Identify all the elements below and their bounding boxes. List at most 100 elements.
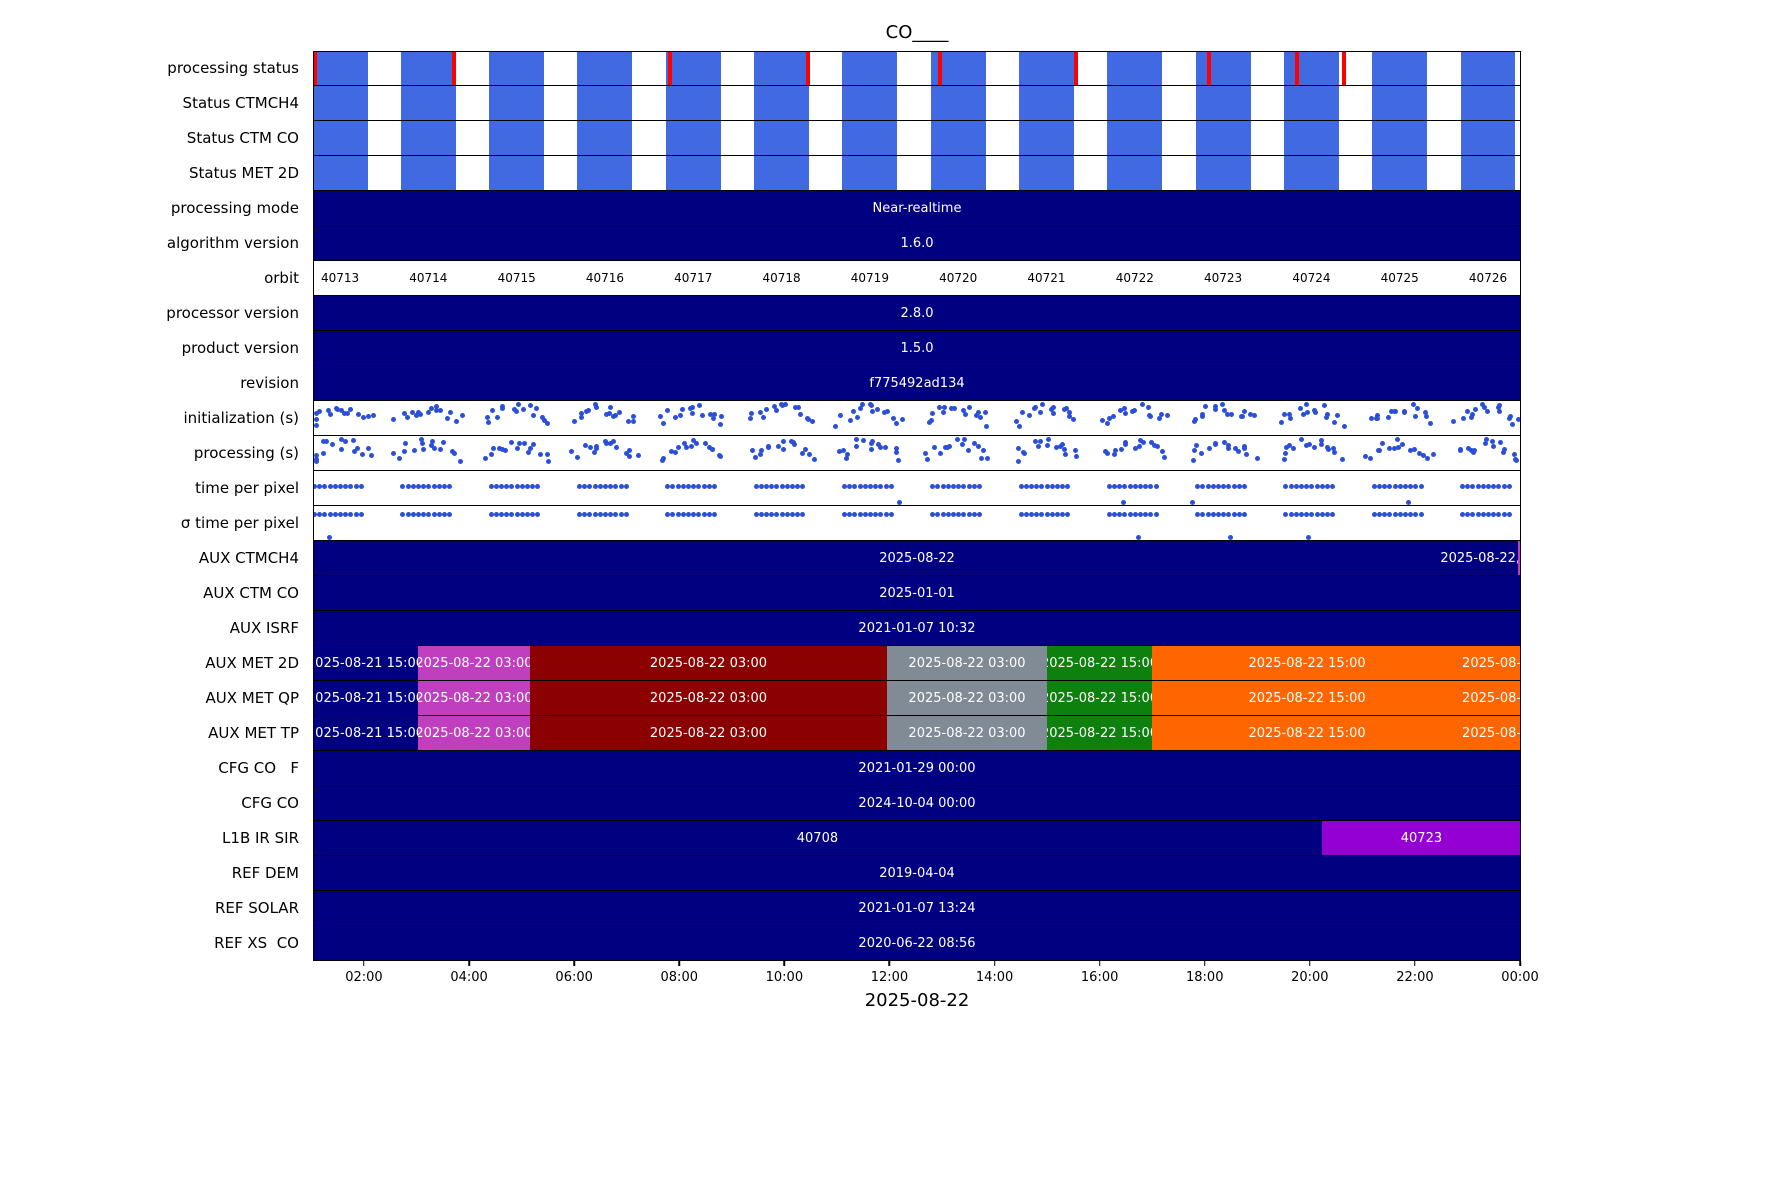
- scatter-dot: [1376, 511, 1382, 517]
- scatter-dot: [1236, 484, 1242, 490]
- scatter-dot: [1231, 511, 1237, 517]
- scatter-dot: [519, 511, 525, 517]
- scatter-dot: [961, 484, 967, 490]
- status-block: [1195, 51, 1251, 85]
- scatter-dot: [1121, 405, 1127, 411]
- scatter-dot: [1290, 445, 1296, 451]
- scatter-dot: [1158, 412, 1164, 418]
- scatter-dot: [1460, 415, 1466, 421]
- status-block: [1372, 86, 1428, 120]
- scatter-dot: [976, 443, 982, 449]
- scatter-dot: [447, 484, 453, 490]
- scatter-dot: [1039, 511, 1045, 517]
- scatter-dot: [862, 484, 868, 490]
- scatter-dot: [444, 416, 450, 422]
- scatter-dot: [1016, 424, 1022, 430]
- scatter-dot: [700, 412, 706, 418]
- scatter-dot: [1491, 511, 1497, 517]
- row-processing-status: [313, 51, 1521, 86]
- scatter-dot: [353, 511, 359, 517]
- scatter-dot: [1157, 415, 1163, 421]
- scatter-dot: [1319, 441, 1325, 447]
- orbit-number: 40720: [939, 271, 978, 285]
- scatter-dot: [1072, 447, 1078, 453]
- scatter-dot: [1309, 511, 1315, 517]
- scatter-dot: [613, 412, 619, 418]
- scatter-dot: [1019, 409, 1025, 415]
- scatter-dot: [431, 511, 437, 517]
- status-block: [1372, 156, 1428, 190]
- scatter-dot: [750, 447, 756, 453]
- row-label-processing-s: processing (s): [193, 444, 299, 462]
- scatter-dot: [778, 401, 784, 407]
- scatter-dot: [1411, 402, 1417, 408]
- scatter-dot: [488, 484, 494, 490]
- scatter-dot: [1021, 449, 1027, 455]
- row-status-ctmch4: [313, 86, 1521, 121]
- scatter-dot: [883, 484, 889, 490]
- row-cfg-co: 2024-10-04 00:00: [313, 786, 1521, 821]
- scatter-dot: [486, 419, 492, 425]
- x-tick: [1519, 961, 1521, 966]
- scatter-dot: [1496, 484, 1502, 490]
- scatter-dot: [1226, 442, 1232, 448]
- scatter-dot: [401, 448, 407, 454]
- scatter-dot: [776, 443, 782, 449]
- scatter-dot: [658, 413, 664, 419]
- scatter-dot: [885, 409, 891, 415]
- scatter-dot: [1323, 414, 1329, 420]
- scatter-dot: [1287, 442, 1293, 448]
- scatter-dot: [332, 511, 338, 517]
- scatter-dot: [1122, 511, 1128, 517]
- scatter-dot: [602, 511, 608, 517]
- scatter-dot: [867, 401, 873, 407]
- scatter-dot: [951, 484, 956, 490]
- scatter-dot: [758, 448, 764, 454]
- scatter-dot: [1340, 457, 1346, 463]
- scatter-dot: [1018, 484, 1024, 490]
- scatter-dot: [593, 405, 599, 411]
- scatter-dot: [706, 484, 712, 490]
- status-block: [1460, 121, 1516, 155]
- orbit-number: 40722: [1115, 271, 1154, 285]
- scatter-dot: [1212, 441, 1218, 447]
- scatter-dot: [1215, 484, 1221, 490]
- scatter-dot: [1190, 458, 1196, 464]
- scatter-dot: [772, 404, 778, 410]
- scatter-dot: [1063, 405, 1069, 411]
- scatter-dot: [1132, 511, 1138, 517]
- row-time-per-pixel: [313, 471, 1521, 506]
- scatter-dot: [1149, 439, 1155, 445]
- scatter-dot: [1136, 534, 1142, 540]
- scatter-dot: [1071, 416, 1077, 422]
- scatter-dot: [1132, 484, 1138, 490]
- status-block: [577, 156, 633, 190]
- timeline-segment: 2025-08-22 15:00: [1046, 646, 1153, 680]
- scatter-dot: [1200, 484, 1206, 490]
- timeline-segment: 2025-08-21 15:00: [313, 716, 418, 750]
- scatter-dot: [1418, 511, 1424, 517]
- scatter-dot: [1485, 408, 1491, 414]
- row-label-initialization-s: initialization (s): [183, 409, 299, 427]
- orbit-number: 40715: [497, 271, 536, 285]
- scatter-dot: [350, 437, 356, 443]
- scatter-dot: [1387, 484, 1393, 490]
- scatter-dot: [1321, 402, 1327, 408]
- scatter-dot: [421, 484, 427, 490]
- scatter-dot: [1054, 511, 1060, 517]
- scatter-dot: [774, 484, 780, 490]
- scatter-dot: [575, 455, 581, 461]
- scatter-dot: [1387, 446, 1393, 452]
- scatter-dot: [351, 449, 357, 455]
- status-block: [1283, 156, 1339, 190]
- scatter-dot: [893, 421, 899, 427]
- scatter-dot: [1248, 411, 1254, 417]
- scatter-dot: [857, 405, 863, 411]
- x-tick-label: 04:00: [450, 970, 488, 985]
- status-block: [313, 86, 368, 120]
- scatter-dot: [798, 412, 804, 418]
- scatter-dot: [672, 415, 678, 420]
